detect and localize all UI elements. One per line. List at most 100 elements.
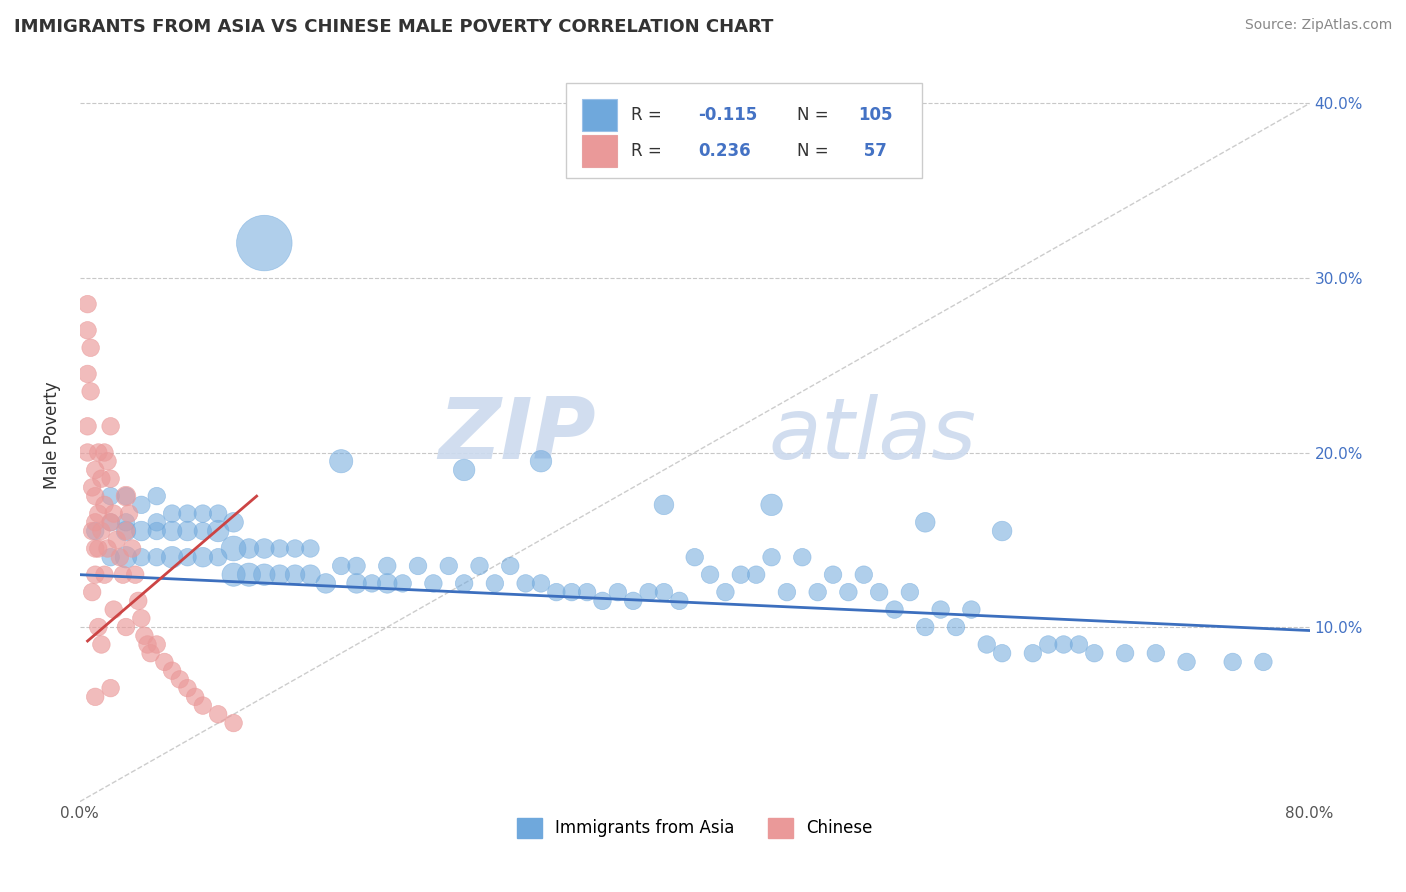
Point (284, 567, 307, 582)
Point (652, 585, 675, 599)
Point (145, 638, 167, 652)
Text: atlas: atlas (769, 393, 977, 476)
Point (499, 558, 522, 573)
Point (84, 690, 107, 704)
Point (1175, 655, 1198, 669)
Point (546, 585, 568, 599)
Point (330, 454, 353, 468)
Point (299, 567, 322, 582)
Point (330, 558, 353, 573)
Point (1038, 638, 1060, 652)
Point (437, 558, 460, 573)
Point (134, 629, 156, 643)
Point (96, 541, 118, 556)
Point (79, 341, 101, 355)
Point (730, 567, 752, 582)
Point (207, 524, 229, 538)
Point (637, 585, 659, 599)
Point (176, 524, 198, 538)
Point (84, 489, 107, 503)
Point (284, 541, 307, 556)
Point (238, 541, 260, 556)
Point (714, 585, 737, 599)
Point (792, 550, 814, 565)
Text: R =: R = (631, 106, 666, 124)
Point (127, 594, 149, 608)
Point (84, 516, 107, 530)
Text: 105: 105 (858, 106, 893, 124)
Point (115, 620, 138, 634)
Point (1052, 638, 1074, 652)
Point (238, 567, 260, 582)
Text: ZIP: ZIP (439, 393, 596, 476)
Point (929, 602, 952, 616)
Point (222, 541, 245, 556)
Point (90, 472, 112, 486)
Point (837, 585, 859, 599)
Point (945, 620, 967, 634)
Point (576, 585, 599, 599)
Point (191, 698, 214, 713)
Point (976, 638, 998, 652)
Point (1253, 655, 1275, 669)
Point (852, 567, 875, 582)
Point (115, 489, 138, 503)
Point (145, 516, 167, 530)
Point (253, 235, 276, 250)
Point (991, 524, 1014, 538)
Point (422, 576, 444, 591)
Point (176, 681, 198, 695)
Text: Source: ZipAtlas.com: Source: ZipAtlas.com (1244, 18, 1392, 32)
Point (299, 541, 322, 556)
Point (82, 480, 104, 494)
Point (776, 585, 799, 599)
Point (160, 507, 183, 521)
Point (115, 550, 138, 565)
Point (991, 646, 1014, 660)
Point (621, 594, 644, 608)
Legend: Immigrants from Asia, Chinese: Immigrants from Asia, Chinese (510, 811, 879, 845)
Point (561, 585, 583, 599)
Point (191, 507, 214, 521)
Point (898, 585, 921, 599)
Point (124, 567, 146, 582)
Point (121, 541, 143, 556)
Point (160, 664, 183, 678)
Point (93, 498, 115, 512)
Point (453, 463, 475, 477)
Point (84, 567, 107, 582)
Point (93, 567, 115, 582)
Point (145, 489, 167, 503)
Point (515, 576, 537, 591)
Point (406, 558, 429, 573)
Text: N =: N = (797, 143, 834, 161)
Point (131, 550, 153, 565)
FancyBboxPatch shape (565, 83, 922, 178)
Point (100, 516, 122, 530)
Point (87, 620, 110, 634)
Point (699, 567, 721, 582)
Point (96, 454, 118, 468)
Point (136, 638, 159, 652)
Point (375, 576, 398, 591)
Point (191, 524, 214, 538)
Point (269, 567, 291, 582)
Point (745, 567, 768, 582)
Point (108, 550, 131, 565)
Point (84, 463, 107, 477)
Point (222, 516, 245, 530)
Point (153, 655, 176, 669)
Point (207, 550, 229, 565)
Point (100, 489, 122, 503)
Point (1083, 646, 1105, 660)
Point (118, 507, 141, 521)
Point (530, 454, 553, 468)
Point (253, 541, 276, 556)
Point (914, 620, 936, 634)
Point (761, 498, 783, 512)
Point (145, 550, 167, 565)
Point (111, 567, 134, 582)
Point (115, 489, 138, 503)
Text: N =: N = (797, 106, 834, 124)
Point (115, 516, 138, 530)
